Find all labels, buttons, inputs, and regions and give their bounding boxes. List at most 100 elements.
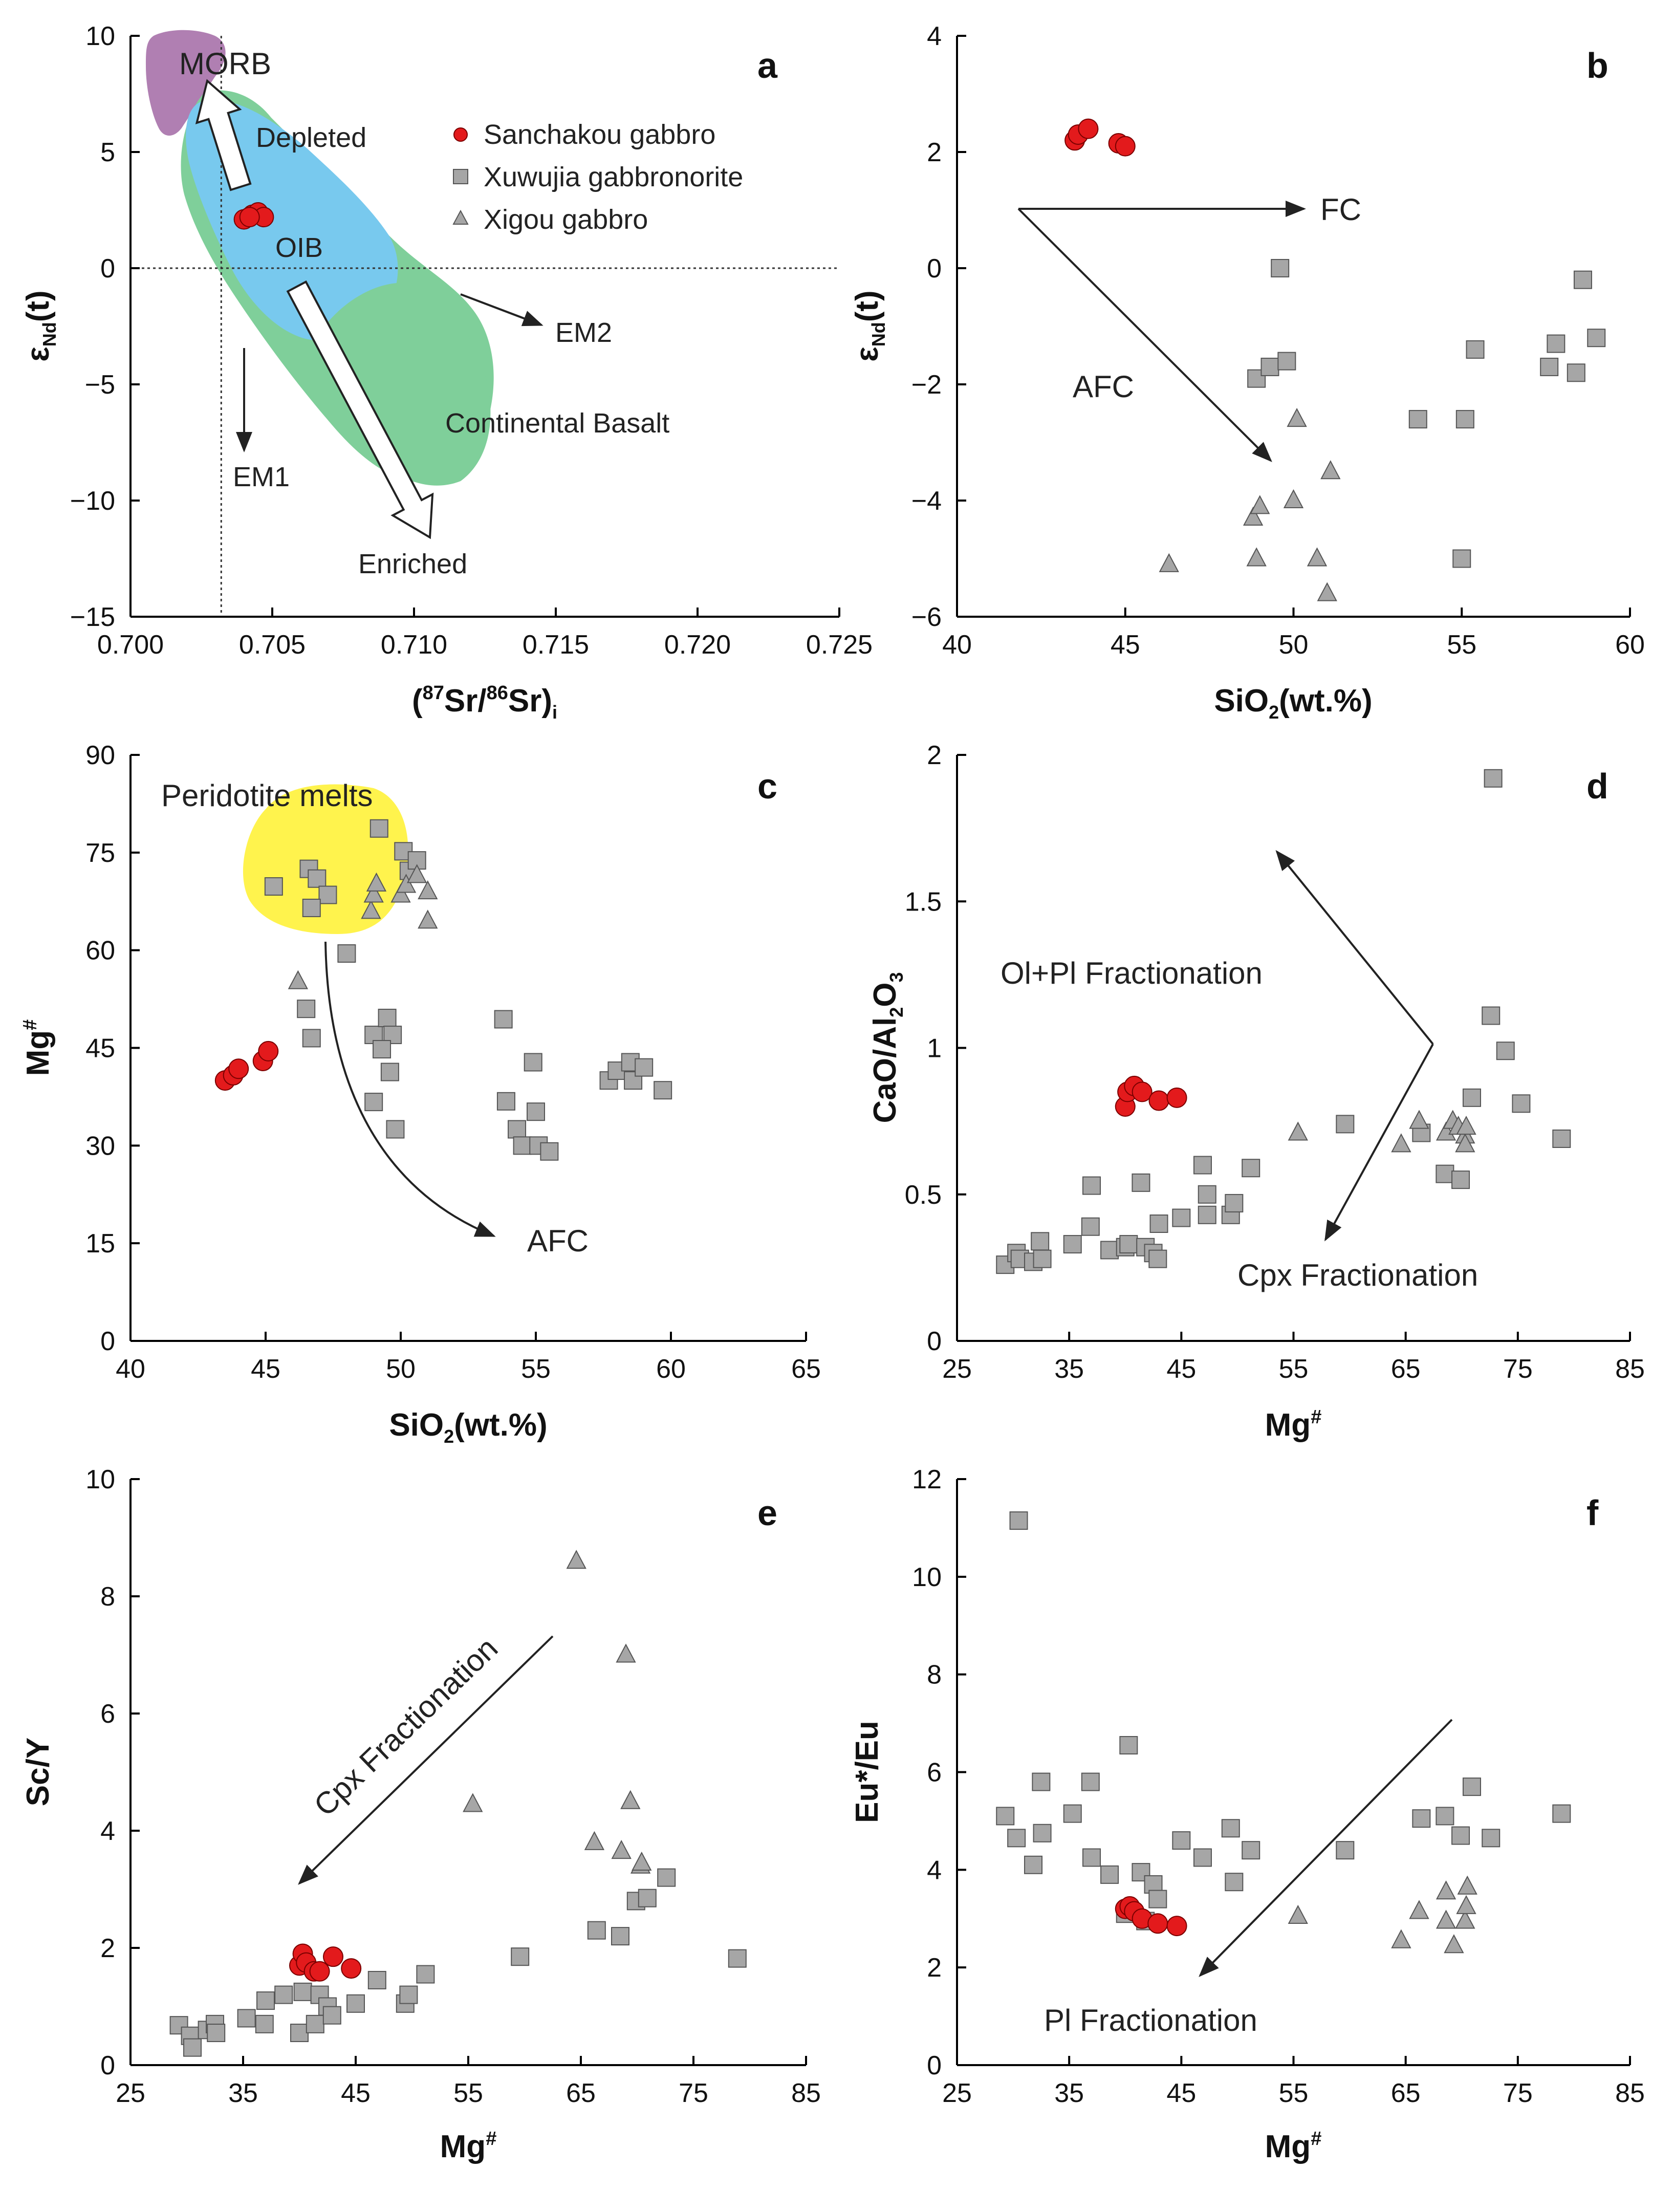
y-tick-label: 1.5 xyxy=(905,887,942,917)
xuwujia-point xyxy=(1452,549,1471,568)
xuwujia-point xyxy=(380,1062,399,1081)
panel-d-letter: d xyxy=(1586,766,1608,806)
sanchakou-point xyxy=(1132,1081,1153,1102)
data-marks xyxy=(214,819,672,1161)
y-tick-label: 0.5 xyxy=(905,1180,942,1210)
continental-basalt-field xyxy=(315,283,491,486)
xuwujia-point xyxy=(1100,1865,1119,1884)
x-tick-label: 40 xyxy=(942,630,972,660)
xuwujia-point xyxy=(1482,1829,1501,1848)
xuwujia-point xyxy=(1540,357,1559,376)
y-axis-title: εNd(t) xyxy=(20,290,60,361)
y-tick-label: 10 xyxy=(912,1563,942,1592)
x-tick-label: 25 xyxy=(942,1354,972,1384)
x-axis-title: Mg# xyxy=(1265,2128,1322,2164)
xigou-point xyxy=(1288,1904,1308,1924)
xuwujia-point xyxy=(318,885,337,904)
y-axis-title: Sc/Y xyxy=(20,1738,56,1806)
ol-pl-arrow xyxy=(1275,850,1434,1045)
cpx-arrow xyxy=(298,1635,554,1885)
xigou-point xyxy=(1409,1900,1429,1919)
xuwujia-point xyxy=(1148,1249,1167,1268)
panel-c: 40 45 50 55 60 65 90 75 60 45 30 15 0 SiO2(wt.%) Mg# P… xyxy=(19,741,821,1447)
xuwujia-point xyxy=(1451,1170,1470,1189)
x-tick-label: 65 xyxy=(566,2078,596,2108)
xuwujia-point xyxy=(1482,1006,1501,1025)
xuwujia-point xyxy=(290,2024,309,2043)
morb-field xyxy=(146,30,226,136)
x-tick-label: 75 xyxy=(1503,1354,1533,1384)
xuwujia-point xyxy=(399,1985,418,2004)
xuwujia-point xyxy=(1496,1042,1515,1060)
xuwujia-point xyxy=(1225,1194,1244,1212)
xuwujia-point xyxy=(364,1093,383,1112)
x-tick-label: 0.700 xyxy=(97,630,164,660)
xigou-point xyxy=(1243,506,1264,526)
cpx-arrow xyxy=(1324,1044,1434,1242)
x-tick-label: 65 xyxy=(791,1354,821,1384)
y-tick-label: −10 xyxy=(70,486,115,516)
cpx-label: Cpx Fractionation xyxy=(1237,1258,1478,1292)
xuwujia-point xyxy=(1277,352,1296,371)
xigou-point xyxy=(1456,1895,1476,1914)
xuwujia-point xyxy=(1119,1736,1138,1755)
xigou-point xyxy=(566,1550,586,1569)
xigou-point xyxy=(1391,1133,1411,1153)
data-marks xyxy=(996,769,1571,1274)
y-tick-label: 4 xyxy=(100,1816,115,1846)
x-axis-title: SiO2(wt.%) xyxy=(1214,683,1372,723)
xigou-point xyxy=(1320,460,1341,480)
panel-a: 0.700 0.705 0.710 0.715 0.720 0.725 10 5 0 −5 −10 −… xyxy=(20,21,873,723)
x-tick-label: 25 xyxy=(116,2078,145,2108)
panel-a-letter: a xyxy=(757,46,778,85)
xuwujia-point xyxy=(207,2024,226,2043)
xuwujia-point xyxy=(302,1029,321,1048)
xigou-point xyxy=(1159,553,1179,572)
axes: 25 35 45 55 65 75 85 2 1.5 1 0.5 0 Mg# CaO/Al2O3 xyxy=(867,741,1645,1443)
axes: 25 35 45 55 65 75 85 12 10 8 6 4 2 0 Mg# Eu*/Eu xyxy=(850,1465,1645,2164)
xuwujia-point xyxy=(1100,1241,1119,1260)
y-tick-label: −5 xyxy=(85,370,115,400)
xuwujia-point xyxy=(1221,1819,1240,1838)
xuwujia-point xyxy=(1082,1176,1101,1195)
x-tick-label: 35 xyxy=(1054,1354,1084,1384)
xuwujia-point xyxy=(1193,1848,1212,1867)
y-tick-label: 6 xyxy=(927,1758,942,1788)
x-tick-label: 45 xyxy=(251,1354,280,1384)
legend-xuwujia-label: Xuwujia gabbronorite xyxy=(484,162,743,192)
xuwujia-point xyxy=(496,1092,515,1111)
xigou-point xyxy=(1456,1115,1476,1135)
xuwujia-point xyxy=(1172,1208,1191,1227)
y-tick-label: −2 xyxy=(911,370,942,400)
xigou-point xyxy=(1436,1910,1456,1929)
pl-arrow xyxy=(1199,1719,1453,1977)
x-tick-label: 35 xyxy=(228,2078,258,2108)
y-tick-label: 60 xyxy=(85,936,115,966)
xuwujia-point xyxy=(1552,1129,1571,1148)
y-tick-label: 75 xyxy=(85,838,115,868)
xuwujia-point xyxy=(996,1807,1015,1826)
x-tick-label: 75 xyxy=(1503,2078,1533,2108)
y-tick-label: 2 xyxy=(100,1934,115,1963)
xuwujia-point xyxy=(1455,410,1474,429)
xuwujia-point xyxy=(322,2006,341,2025)
xuwujia-point xyxy=(654,1081,672,1100)
y-tick-label: 10 xyxy=(85,1465,115,1494)
y-tick-label: 30 xyxy=(85,1131,115,1161)
axes: 25 35 45 55 65 75 85 10 8 6 4 2 0 Mg# Sc/Y xyxy=(20,1465,821,2164)
xuwujia-point xyxy=(511,1947,530,1966)
y-tick-label: 8 xyxy=(100,1582,115,1612)
axes: 0.700 0.705 0.710 0.715 0.720 0.725 10 5 0 −5 −10 −… xyxy=(20,21,873,723)
xuwujia-point xyxy=(297,1000,316,1018)
xuwujia-point xyxy=(1031,1232,1050,1251)
data-marks xyxy=(169,1550,747,2057)
xuwujia-point xyxy=(513,1136,532,1155)
xuwujia-point xyxy=(369,819,388,838)
xuwujia-point xyxy=(1484,769,1503,788)
data-marks xyxy=(996,1511,1571,1954)
xigou-point xyxy=(1444,1934,1464,1954)
xuwujia-point xyxy=(1033,1824,1052,1842)
xuwujia-point xyxy=(1573,270,1592,289)
xuwujia-point xyxy=(1451,1826,1470,1845)
em2-arrow xyxy=(460,293,543,327)
